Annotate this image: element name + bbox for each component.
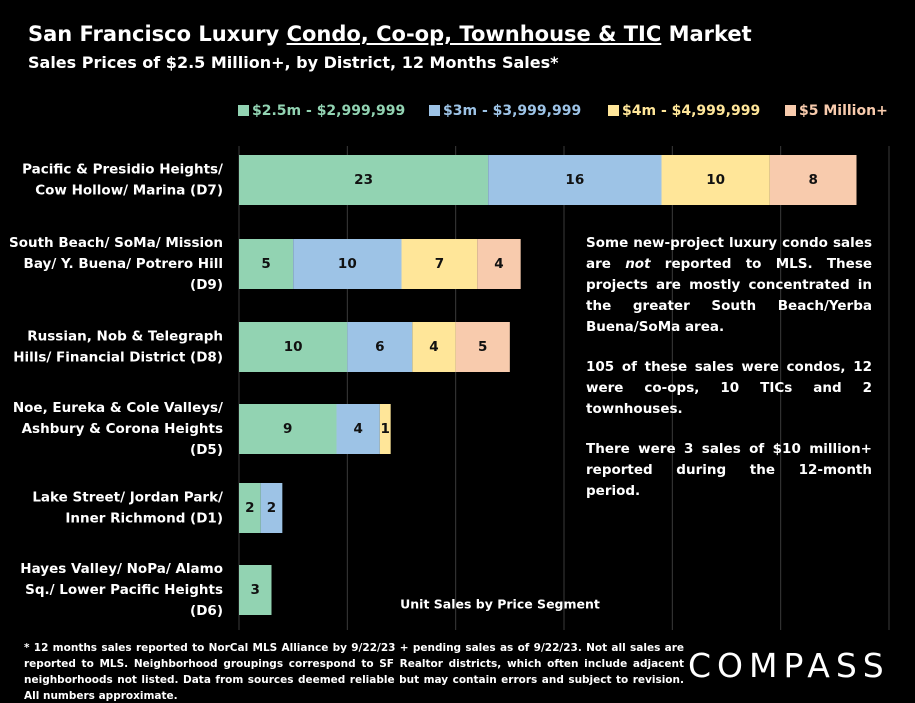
footnote: * 12 months sales reported to NorCal MLS… (24, 642, 684, 702)
value-label: 5 (478, 339, 487, 355)
legend-label: $3m - $3,999,999 (443, 103, 581, 119)
bar-segment (293, 239, 402, 289)
y-tick-label: Hills/ Financial District (D8) (13, 350, 223, 366)
y-tick-label: (D5) (190, 442, 223, 458)
value-label: 9 (283, 421, 292, 437)
title-part: San Francisco Luxury (28, 22, 287, 46)
legend-swatch (785, 105, 796, 116)
y-tick-label: Hayes Valley/ NoPa/ Alamo (20, 561, 223, 577)
value-label: 10 (284, 339, 303, 355)
y-tick-label: (D6) (190, 603, 223, 619)
value-label: 4 (353, 421, 362, 437)
annotations: Some new-project luxury condo sales are … (586, 233, 872, 521)
y-tick-label: Russian, Nob & Telegraph (27, 329, 223, 345)
value-label: 10 (338, 256, 357, 272)
bar-segment (239, 155, 489, 205)
bar-segment (379, 404, 391, 454)
value-label: 5 (261, 256, 270, 272)
bar-segment (769, 155, 857, 205)
legend-label: $4m - $4,999,999 (622, 103, 760, 119)
bar-segment (239, 404, 337, 454)
y-tick-label: Bay/ Y. Buena/ Potrero Hill (24, 256, 223, 272)
value-label: 7 (435, 256, 444, 272)
value-label: 4 (429, 339, 438, 355)
value-label: 8 (808, 172, 817, 188)
bar-segment (239, 239, 294, 289)
bar-segment (239, 322, 348, 372)
y-tick-label: Inner Richmond (D1) (65, 511, 223, 527)
y-tick-label: Cow Hollow/ Marina (D7) (35, 183, 223, 199)
legend-swatch (608, 105, 619, 116)
annotation-part: reported to MLS. These projects are most… (586, 256, 873, 335)
annotation: 105 of these sales were condos, 12 were … (586, 359, 872, 417)
legend-swatch (238, 105, 249, 116)
value-label: 16 (565, 172, 584, 188)
y-tick-label: Sq./ Lower Pacific Heights (25, 582, 223, 598)
bar-segment (477, 239, 521, 289)
bar-segment (488, 155, 662, 205)
value-label: 6 (375, 339, 384, 355)
y-tick-label: Ashbury & Corona Heights (22, 421, 223, 437)
title-part: Market (661, 22, 752, 46)
value-label: 3 (251, 582, 260, 598)
y-tick-label: Noe, Eureka & Cole Valleys/ (13, 400, 223, 416)
logo: COMPASS (688, 646, 890, 685)
value-label: 2 (245, 500, 254, 516)
bar-segment (401, 239, 478, 289)
chart-title: San Francisco Luxury Condo, Co-op, Townh… (28, 22, 752, 46)
y-tick-label: Lake Street/ Jordan Park/ (32, 490, 223, 506)
value-label: 1 (381, 421, 390, 437)
x-axis-label: Unit Sales by Price Segment (400, 597, 600, 612)
bar-segment (661, 155, 770, 205)
value-label: 2 (267, 500, 276, 516)
legend-label: $2.5m - $2,999,999 (252, 103, 405, 119)
bar-segment (239, 565, 272, 615)
value-label: 10 (706, 172, 725, 188)
value-label: 4 (494, 256, 503, 272)
annotation-part: not (625, 256, 651, 272)
annotation-part: Some new-project luxury condo sales are (586, 235, 872, 272)
bar-segment (412, 322, 456, 372)
annotation: Some new-project luxury condo sales are … (586, 233, 872, 338)
bar-segment (239, 483, 261, 533)
bar-segment (455, 322, 510, 372)
bar-segment (260, 483, 283, 533)
title-part: Condo, Co-op, Townhouse & TIC (286, 22, 662, 46)
annotation: There were 3 sales of $10 million+ repor… (586, 441, 872, 499)
bar-segment (336, 404, 380, 454)
chart-subtitle: Sales Prices of $2.5 Million+, by Distri… (28, 53, 559, 72)
legend-swatch (429, 105, 440, 116)
bar-segment (347, 322, 413, 372)
y-tick-label: Pacific & Presidio Heights/ (22, 162, 223, 178)
y-tick-label: South Beach/ SoMa/ Mission (9, 235, 223, 251)
legend-label: $5 Million+ (799, 103, 888, 119)
y-tick-label: (D9) (190, 277, 223, 293)
value-label: 23 (354, 172, 373, 188)
